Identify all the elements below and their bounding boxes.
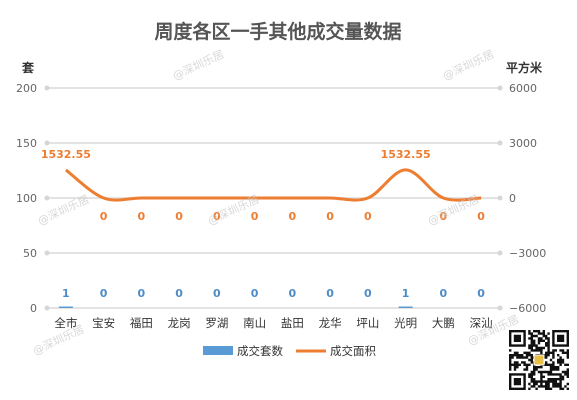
right-tick-label: 0 xyxy=(509,192,516,205)
bar xyxy=(398,306,413,308)
bar-data-label: 0 xyxy=(138,287,146,300)
gridlines xyxy=(44,85,503,311)
bar-data-label: 1 xyxy=(402,287,410,300)
watermark: @深圳乐居 xyxy=(171,48,226,83)
line-data-label: 0 xyxy=(251,210,259,223)
legend-label-line: 成交面积 xyxy=(330,344,376,358)
left-tick-label: 200 xyxy=(16,82,37,95)
line-data-label: 0 xyxy=(100,210,108,223)
line-data-label: 0 xyxy=(175,210,183,223)
line-series xyxy=(64,168,482,202)
bar-data-label: 0 xyxy=(440,287,448,300)
left-tick-label: 100 xyxy=(16,192,37,205)
gridline-marker xyxy=(497,195,503,201)
right-axis-label: 平方米 xyxy=(506,60,543,75)
line-data-label: 0 xyxy=(213,210,221,223)
bar-data-label: 0 xyxy=(100,287,108,300)
bar-data-label: 0 xyxy=(326,287,334,300)
legend: 成交套数 成交面积 xyxy=(203,344,376,358)
bar xyxy=(58,306,73,308)
bar-data-labels: 1 0 0 0 0 0 0 0 0 1 0 0 xyxy=(62,287,485,300)
category-label: 大鹏 xyxy=(432,316,455,330)
left-tick-label: 150 xyxy=(16,137,37,150)
line-data-label: 0 xyxy=(326,210,334,223)
category-label: 光明 xyxy=(394,316,417,330)
bar-data-label: 0 xyxy=(251,287,259,300)
line-data-label: 0 xyxy=(364,210,372,223)
left-axis-ticks: 0 50 100 150 200 xyxy=(16,82,37,315)
gridline-marker xyxy=(44,85,50,91)
gridline-marker xyxy=(44,305,50,311)
right-tick-label: −6000 xyxy=(509,302,546,315)
category-labels: 全市 宝安 福田 龙岗 罗湖 南山 盐田 龙华 坪山 光明 大鹏 深汕 xyxy=(54,316,492,330)
category-label: 罗湖 xyxy=(205,316,228,330)
bar-data-label: 0 xyxy=(289,287,297,300)
qr-modules xyxy=(509,330,569,390)
watermarks: @深圳乐居 @深圳乐居 @深圳乐居 @深圳乐居 @深圳乐居 @深圳乐居 @深圳乐… xyxy=(31,48,521,358)
left-axis-label: 套 xyxy=(21,60,35,75)
bar-data-label: 0 xyxy=(175,287,183,300)
line-data-label: 1532.55 xyxy=(381,148,431,161)
gridline-marker xyxy=(44,250,50,256)
bar-data-label: 0 xyxy=(477,287,485,300)
line-data-label: 0 xyxy=(138,210,146,223)
category-label: 宝安 xyxy=(92,316,115,330)
left-tick-label: 50 xyxy=(23,247,37,260)
right-tick-label: −3000 xyxy=(509,247,546,260)
gridline-marker xyxy=(497,85,503,91)
gridline-marker xyxy=(497,305,503,311)
right-tick-label: 3000 xyxy=(509,137,537,150)
gridline-marker xyxy=(497,140,503,146)
chart-title: 周度各区一手其他成交量数据 xyxy=(154,20,401,43)
left-tick-label: 0 xyxy=(30,302,37,315)
bar-data-label: 0 xyxy=(364,287,372,300)
line-data-label: 1532.55 xyxy=(41,148,91,161)
category-label: 全市 xyxy=(54,316,77,330)
category-label: 龙华 xyxy=(319,316,342,330)
gridline-marker xyxy=(44,140,50,146)
bar-data-label: 0 xyxy=(213,287,221,300)
qr-logo xyxy=(533,354,545,366)
gridline-marker xyxy=(497,250,503,256)
category-label: 深汕 xyxy=(470,316,493,330)
qr-code xyxy=(509,330,569,390)
line-data-label: 0 xyxy=(289,210,297,223)
legend-label-bar: 成交套数 xyxy=(237,344,283,358)
right-axis-ticks: −6000 −3000 0 3000 6000 xyxy=(509,82,546,315)
legend-swatch-bar xyxy=(203,346,233,355)
bar-series xyxy=(58,306,413,308)
category-label: 福田 xyxy=(130,316,153,330)
category-label: 盐田 xyxy=(281,316,304,330)
line-data-label: 0 xyxy=(440,210,448,223)
bar-data-label: 1 xyxy=(62,287,70,300)
category-label: 坪山 xyxy=(356,316,379,330)
category-label: 龙岗 xyxy=(168,316,191,330)
line-data-label: 0 xyxy=(477,210,485,223)
right-tick-label: 6000 xyxy=(509,82,537,95)
gridline-marker xyxy=(44,195,50,201)
watermark: @深圳乐居 xyxy=(441,48,496,83)
category-label: 南山 xyxy=(243,316,266,330)
line-data-labels: 1532.55 0 0 0 0 0 0 0 0 1532.55 0 0 xyxy=(41,148,485,223)
